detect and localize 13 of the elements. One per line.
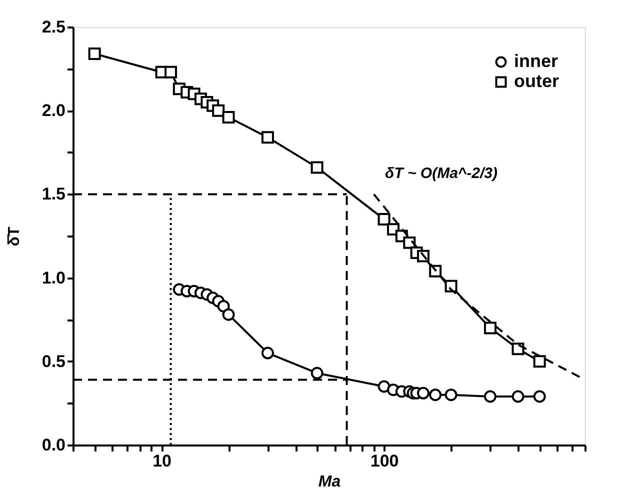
y-tick-label: 1.0: [42, 268, 66, 288]
y-tick-label: 1.5: [42, 184, 66, 204]
x-axis-title: Ma: [318, 474, 341, 490]
x-tick-label: 100: [370, 452, 399, 470]
y-tick-label: 0.5: [42, 352, 66, 371]
y-tick-label: 2.0: [42, 101, 66, 120]
annotation: δT ~ O(Ma^-2/3): [385, 165, 498, 182]
x-tick-label: 10: [152, 452, 172, 470]
y-axis-title: δ̄T: [6, 226, 23, 246]
legend-label: outer: [514, 71, 559, 91]
y-tick-label: 2.5: [42, 18, 66, 36]
legend-label: inner: [514, 51, 558, 71]
y-tick-label: 0.0: [42, 436, 66, 454]
